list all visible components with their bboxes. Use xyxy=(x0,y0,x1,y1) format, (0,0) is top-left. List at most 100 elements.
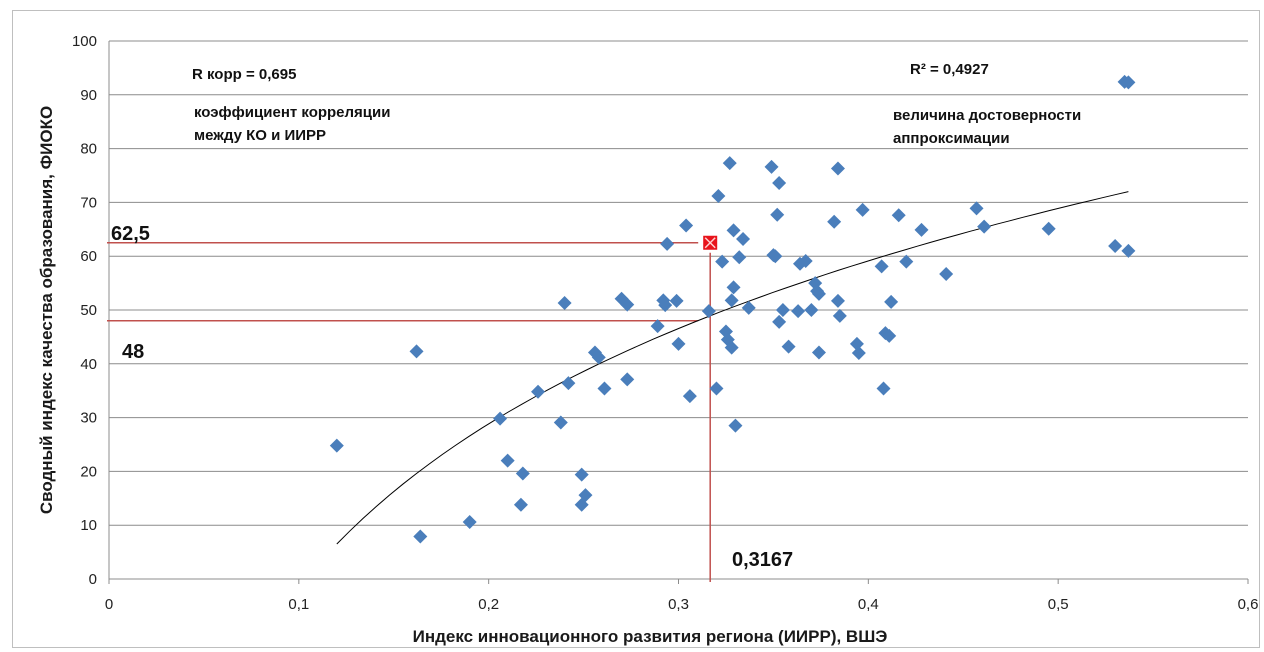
y-tick-100: 100 xyxy=(72,33,97,50)
data-point-23 xyxy=(658,298,673,313)
data-point-9 xyxy=(553,415,568,430)
data-point-3 xyxy=(462,514,477,529)
data-point-46 xyxy=(768,249,783,264)
data-point-7 xyxy=(515,466,530,481)
data-point-27 xyxy=(679,218,694,233)
data-point-61 xyxy=(830,161,845,176)
trendline-group xyxy=(336,191,1129,545)
data-point-68 xyxy=(876,381,891,396)
y-tick-40: 40 xyxy=(80,356,97,373)
y-tick-90: 90 xyxy=(80,87,97,104)
data-point-39 xyxy=(726,223,741,238)
data-point-2 xyxy=(413,529,428,544)
data-point-6 xyxy=(513,497,528,512)
data-point-16 xyxy=(591,350,606,365)
approx-desc-line1: величина достоверности xyxy=(893,107,1081,124)
data-point-13 xyxy=(574,467,589,482)
data-point-75 xyxy=(939,266,954,281)
y-tick-70: 70 xyxy=(80,194,97,211)
data-point-48 xyxy=(772,176,787,191)
data-point-29 xyxy=(701,304,716,319)
data-point-30 xyxy=(709,381,724,396)
data-point-59 xyxy=(811,286,826,301)
data-point-73 xyxy=(899,254,914,269)
data-point-0 xyxy=(329,438,344,453)
data-point-74 xyxy=(914,222,929,237)
data-point-41 xyxy=(732,250,747,265)
data-point-26 xyxy=(671,336,686,351)
data-point-47 xyxy=(770,207,785,222)
data-point-51 xyxy=(781,339,796,354)
x-tick-0,6: 0,6 xyxy=(1238,596,1259,613)
corr-desc-line1: коэффициент корреляции xyxy=(194,104,390,121)
approx-desc-line2: аппроксимации xyxy=(893,130,1010,147)
data-point-72 xyxy=(891,208,906,223)
data-point-55 xyxy=(804,303,819,317)
x-axis-title: Индекс инновационного развития региона (… xyxy=(413,627,888,646)
data-point-1 xyxy=(409,344,424,359)
data-point-31 xyxy=(711,188,726,203)
data-point-52 xyxy=(791,304,806,319)
data-point-82 xyxy=(1121,243,1136,258)
y-tick-0: 0 xyxy=(89,571,97,588)
data-point-77 xyxy=(977,219,992,234)
data-point-20 xyxy=(620,372,635,387)
x-tick-0,3: 0,3 xyxy=(668,596,689,613)
grid-lines xyxy=(109,40,1248,526)
y-tick-30: 30 xyxy=(80,410,97,427)
data-point-43 xyxy=(741,300,756,315)
chart-frame xyxy=(12,10,1260,648)
data-point-78 xyxy=(1041,221,1056,236)
data-point-66 xyxy=(855,202,870,217)
x-tick-0,2: 0,2 xyxy=(478,596,499,613)
y-tick-60: 60 xyxy=(80,248,97,265)
data-point-50 xyxy=(775,303,790,317)
data-point-8 xyxy=(531,384,546,399)
data-point-28 xyxy=(682,389,697,404)
data-point-42 xyxy=(736,231,751,246)
highlight-point-cross xyxy=(704,237,716,249)
x-tick-0,1: 0,1 xyxy=(288,596,309,613)
data-point-44 xyxy=(764,159,779,174)
y-tick-20: 20 xyxy=(80,463,97,480)
data-point-79 xyxy=(1108,238,1123,253)
trendline xyxy=(336,191,1129,545)
y-tick-10: 10 xyxy=(80,517,97,534)
x-tick-labels: 0 0,1 0,2 0,3 0,4 0,5 0,6 xyxy=(105,596,1259,613)
corr-desc-line2: между КО и ИИРР xyxy=(194,127,326,144)
ref-label-62-5: 62,5 xyxy=(111,223,150,245)
data-point-65 xyxy=(851,346,866,361)
data-points xyxy=(329,74,1136,544)
axes xyxy=(108,41,1249,584)
data-point-19 xyxy=(620,297,635,312)
data-point-64 xyxy=(849,336,864,351)
x-tick-0: 0 xyxy=(105,596,113,613)
data-point-11 xyxy=(561,376,576,391)
data-point-14 xyxy=(578,488,593,503)
y-tick-labels: 0 10 20 30 40 50 60 70 80 90 100 xyxy=(72,33,97,588)
x-tick-0,4: 0,4 xyxy=(858,596,879,613)
data-point-81 xyxy=(1121,75,1136,90)
highlight-group xyxy=(703,235,718,250)
data-point-63 xyxy=(832,308,847,323)
data-point-76 xyxy=(969,201,984,216)
data-point-17 xyxy=(597,381,612,396)
data-point-5 xyxy=(500,453,515,468)
ref-label-x: 0,3167 xyxy=(732,549,793,571)
data-point-62 xyxy=(830,293,845,308)
y-tick-50: 50 xyxy=(80,302,97,319)
data-point-35 xyxy=(722,156,737,171)
data-point-32 xyxy=(715,254,730,269)
data-point-40 xyxy=(728,418,743,433)
data-point-24 xyxy=(660,236,675,251)
y-tick-80: 80 xyxy=(80,141,97,158)
data-point-10 xyxy=(557,296,572,311)
data-point-49 xyxy=(772,314,787,329)
data-point-37 xyxy=(724,293,739,308)
data-point-25 xyxy=(669,293,684,308)
data-point-54 xyxy=(798,254,813,269)
data-point-36 xyxy=(724,340,739,355)
y-axis-title: Сводный индекс качества образования, ФИО… xyxy=(37,106,56,514)
data-point-21 xyxy=(650,319,665,334)
